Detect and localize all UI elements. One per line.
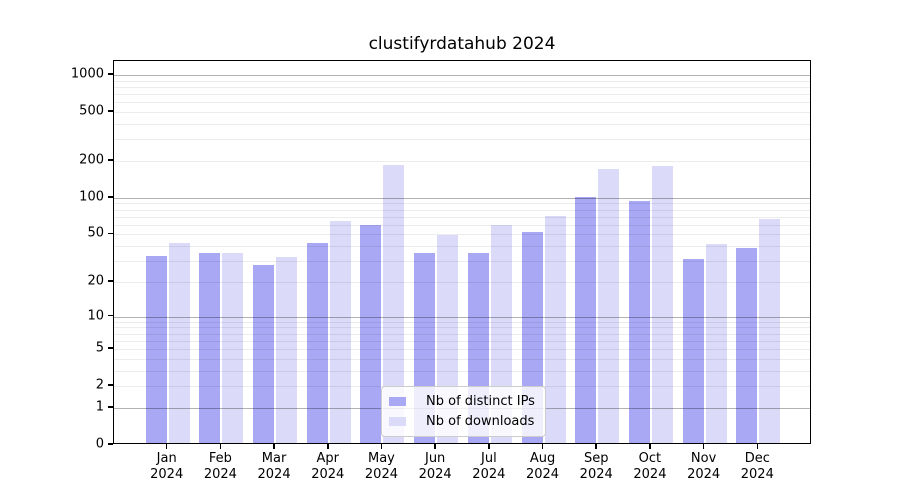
y-tick-label: 100 (79, 189, 104, 205)
gridline-minor (114, 161, 810, 162)
x-tick-label: Jan 2024 (150, 451, 184, 482)
bar-downloads-aug (544, 216, 566, 443)
y-tick-label: 10 (87, 308, 104, 324)
gridline-major (114, 75, 810, 77)
x-tick-label: May 2024 (364, 451, 398, 482)
bar-distinct-ips-jan (145, 255, 167, 443)
chart-title: clustifyrdatahub 2024 (368, 34, 556, 54)
x-tick-label: Oct 2024 (633, 451, 667, 482)
x-tick-mark (756, 444, 759, 449)
gridline-minor (114, 209, 810, 211)
gridline-minor (114, 216, 810, 218)
bar-downloads-may (383, 164, 405, 443)
bar-downloads-sep (598, 168, 620, 443)
y-tick-mark (108, 196, 113, 198)
y-tick-label: 1 (95, 399, 104, 415)
legend: Nb of distinct IPs Nb of downloads (381, 386, 546, 437)
y-tick-mark (108, 443, 113, 445)
x-tick-label: Feb 2024 (203, 451, 237, 482)
gridline-minor (114, 224, 810, 226)
y-tick-label: 200 (79, 152, 104, 168)
legend-swatch-downloads (389, 417, 406, 426)
y-tick-label: 5 (95, 340, 104, 356)
bar-distinct-ips-apr (306, 242, 328, 443)
bar-downloads-oct (651, 166, 673, 443)
x-tick-mark (434, 444, 436, 449)
legend-item-downloads: Nb of downloads (389, 414, 535, 429)
x-tick-label: Jul 2024 (472, 451, 506, 482)
y-tick-label: 2 (95, 377, 104, 393)
y-tick-mark (108, 110, 113, 112)
gridline-minor (114, 124, 810, 126)
gridline-minor (114, 102, 810, 104)
y-tick-mark (108, 384, 113, 386)
x-tick-label: Nov 2024 (687, 451, 721, 482)
bar-downloads-feb (222, 252, 244, 443)
y-tick-label: 500 (79, 103, 104, 119)
gridline-minor (114, 234, 810, 236)
gridline-minor (114, 139, 810, 141)
x-tick-mark (541, 444, 544, 449)
legend-label-distinct-ips: Nb of distinct IPs (426, 394, 535, 409)
x-tick-label: Apr 2024 (311, 451, 345, 482)
bar-distinct-ips-sep (575, 197, 597, 443)
y-tick-label: 20 (87, 273, 104, 289)
y-tick-mark (108, 347, 113, 349)
bar-distinct-ips-may (360, 224, 382, 443)
x-tick-label: Aug 2024 (525, 451, 560, 482)
gridline-minor (114, 112, 810, 114)
bar-distinct-ips-dec (736, 248, 758, 443)
x-tick-mark (488, 444, 490, 449)
y-tick-mark (108, 232, 113, 235)
y-tick-label: 1000 (70, 66, 104, 82)
x-tick-mark (702, 444, 705, 449)
x-tick-label: Sep 2024 (579, 451, 613, 482)
x-tick-label: Dec 2024 (740, 451, 774, 482)
y-tick-label: 0 (95, 436, 104, 452)
bar-distinct-ips-feb (199, 252, 221, 443)
bar-downloads-jan (168, 242, 190, 443)
x-tick-mark (595, 444, 597, 449)
legend-item-distinct-ips: Nb of distinct IPs (389, 394, 535, 409)
x-tick-label: Jun 2024 (418, 451, 452, 482)
gridline-minor (114, 80, 810, 82)
x-tick-mark (380, 444, 383, 449)
gridline-minor (114, 203, 810, 205)
y-tick-mark (108, 406, 113, 408)
x-tick-mark (219, 444, 222, 449)
y-tick-label: 50 (87, 225, 104, 241)
y-tick-mark (108, 314, 113, 317)
y-tick-mark (108, 159, 113, 161)
x-tick-mark (649, 444, 651, 449)
x-tick-mark (327, 444, 329, 449)
legend-swatch-distinct-ips (389, 397, 406, 406)
bar-downloads-dec (759, 218, 781, 443)
bar-distinct-ips-oct (628, 201, 650, 443)
bar-distinct-ips-mar (253, 264, 275, 443)
plot-area: Nb of distinct IPs Nb of downloads (113, 60, 811, 444)
y-tick-mark (108, 73, 113, 75)
gridline-minor (114, 94, 810, 96)
bar-downloads-mar (276, 257, 298, 443)
bar-downloads-apr (329, 221, 351, 443)
x-tick-mark (273, 444, 275, 449)
gridline-minor (114, 86, 810, 88)
bar-distinct-ips-nov (682, 259, 704, 443)
x-tick-mark (165, 444, 168, 449)
bar-downloads-nov (705, 244, 727, 443)
x-tick-label: Mar 2024 (257, 451, 291, 482)
gridline-major (114, 197, 810, 199)
y-tick-mark (108, 280, 113, 282)
legend-label-downloads: Nb of downloads (426, 414, 535, 429)
